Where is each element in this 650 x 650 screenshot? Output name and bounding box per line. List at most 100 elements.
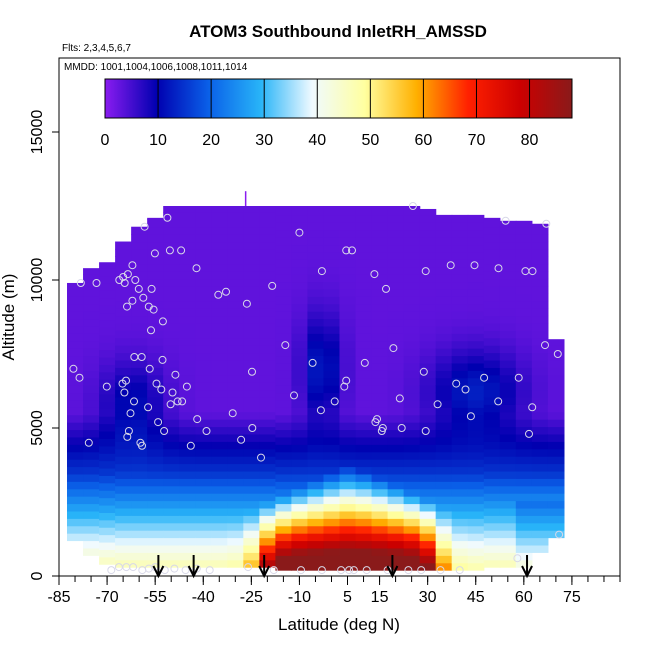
heatmap-cell [147, 515, 164, 524]
heatmap-cell [211, 241, 228, 250]
heatmap-cell [243, 278, 260, 287]
heatmap-cell [435, 459, 453, 468]
heatmap-cell [179, 559, 196, 568]
heatmap-cell [275, 251, 293, 260]
heatmap-cell [387, 303, 405, 312]
heatmap-cell [179, 404, 196, 413]
sample-point [295, 228, 304, 237]
heatmap-cell [163, 470, 180, 479]
heatmap-cell [355, 362, 373, 371]
heatmap-cell [259, 507, 276, 516]
heatmap-cell [291, 473, 309, 482]
heatmap-cell [547, 522, 565, 531]
heatmap-cell [131, 345, 148, 354]
plot-frame [58, 57, 621, 577]
heatmap-cell [371, 251, 389, 260]
heatmap-cell [355, 377, 373, 386]
heatmap-cell [147, 234, 164, 243]
heatmap-cell [243, 382, 260, 391]
heatmap-cell [291, 370, 309, 379]
heatmap-cell [115, 359, 132, 368]
heatmap-cell [99, 290, 116, 299]
heatmap-cell [275, 496, 293, 505]
sample-point [69, 364, 78, 373]
heatmap-cell [243, 241, 260, 250]
x-axis: -85 -70 -55 -40 -25 -10 5 15 30 45 60 75 [47, 576, 621, 606]
heatmap-cell [419, 399, 437, 408]
heatmap-cell [291, 407, 309, 416]
heatmap-cell [275, 385, 293, 394]
heatmap-cell [99, 438, 116, 447]
heatmap-cell [163, 278, 180, 287]
heatmap-cell [275, 429, 293, 438]
heatmap-cell [467, 422, 485, 431]
heatmap-cell [67, 496, 84, 505]
heatmap-cell [387, 392, 405, 401]
heatmap-cell [323, 466, 341, 475]
sample-point [120, 388, 129, 397]
heatmap-cell [355, 266, 373, 275]
heatmap-cell [275, 459, 293, 468]
heatmap-cell [419, 518, 437, 527]
heatmap-cell [195, 206, 212, 213]
heatmap-cell [355, 222, 373, 231]
heatmap-cell [99, 460, 116, 469]
heatmap-cell [483, 300, 501, 309]
heatmap-cell [211, 263, 228, 272]
heatmap-cell [371, 540, 389, 549]
heatmap-cell [227, 470, 244, 479]
heatmap-cell [211, 374, 228, 383]
x-tick-label: -25 [240, 589, 263, 606]
heatmap-cell [323, 274, 341, 283]
heatmap-cell [483, 419, 501, 428]
heatmap-cell [451, 496, 469, 505]
heatmap-cell [483, 537, 501, 546]
heatmap-cell [67, 325, 84, 334]
heatmap-cell [531, 223, 549, 228]
sample-point [166, 400, 175, 409]
heatmap-cell [275, 422, 293, 431]
heatmap-cell [339, 333, 357, 342]
sample-point [446, 261, 455, 270]
heatmap-cell [371, 274, 389, 283]
heatmap-cell [115, 345, 132, 354]
sample-points [69, 202, 564, 575]
heatmap-cell [115, 478, 132, 487]
heatmap-cell [163, 500, 180, 509]
flight-arrows [152, 555, 533, 579]
heatmap-cell [179, 537, 196, 546]
heatmap-cell [163, 537, 180, 546]
heatmap-cell [179, 382, 196, 391]
heatmap-cell [163, 248, 180, 257]
heatmap-cell [275, 481, 293, 490]
heatmap-cell [467, 540, 485, 549]
heatmap-cell [387, 429, 405, 438]
heatmap-cell [307, 229, 325, 238]
heatmap-cell [259, 352, 276, 361]
heatmap-cell [259, 322, 276, 331]
heatmap-cell [147, 522, 164, 531]
heatmap-cell [99, 349, 116, 358]
heatmap-cell [339, 488, 357, 497]
heatmap-cell [467, 533, 485, 542]
heatmap-cell [339, 362, 357, 371]
heatmap-cell [547, 426, 565, 435]
heatmap-cell [355, 466, 373, 475]
heatmap-cell [515, 389, 533, 398]
sample-point [124, 427, 133, 435]
heatmap-cell [435, 466, 453, 475]
heatmap-cell [291, 311, 309, 320]
heatmap-cell [179, 396, 196, 405]
heatmap-cell [515, 248, 533, 257]
heatmap-cell [435, 414, 453, 423]
sample-point [144, 403, 153, 412]
heatmap-cell [227, 345, 244, 354]
heatmap-cell [67, 311, 84, 320]
heatmap-cell [243, 515, 260, 524]
heatmap-cell [179, 433, 196, 442]
heatmap-cell [83, 547, 100, 556]
heatmap-cell [467, 414, 485, 423]
heatmap-cell [147, 500, 164, 509]
heatmap-cell [355, 473, 373, 482]
heatmap-cell [195, 500, 212, 509]
